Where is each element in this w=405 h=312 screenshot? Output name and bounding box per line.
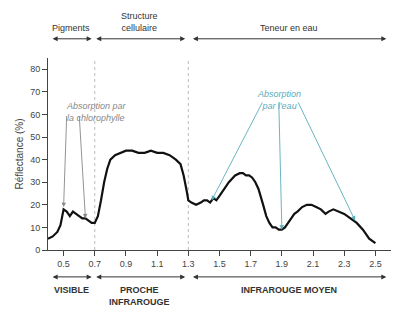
svg-text:1.7: 1.7 [244,259,257,269]
svg-text:30: 30 [30,177,40,187]
svg-text:80: 80 [30,64,40,74]
svg-text:40: 40 [30,155,40,165]
svg-text:1.5: 1.5 [213,259,226,269]
svg-text:10: 10 [30,223,40,233]
svg-text:1.1: 1.1 [151,259,164,269]
svg-text:1.3: 1.3 [182,259,195,269]
svg-text:Pigments: Pigments [52,23,90,33]
svg-text:INFRAROUGE MOYEN: INFRAROUGE MOYEN [241,285,337,295]
svg-text:Absorptionpar l'eau: Absorptionpar l'eau [257,89,301,111]
svg-text:Réflectance (%): Réflectance (%) [14,118,25,189]
svg-text:70: 70 [30,87,40,97]
svg-text:50: 50 [30,132,40,142]
svg-text:2.1: 2.1 [307,259,320,269]
svg-text:0.7: 0.7 [89,259,102,269]
svg-text:PROCHEINFRAROUGE: PROCHEINFRAROUGE [109,285,170,307]
svg-text:20: 20 [30,200,40,210]
svg-text:2.5: 2.5 [369,259,382,269]
svg-text:1.9: 1.9 [276,259,289,269]
svg-text:Teneur en eau: Teneur en eau [260,23,318,33]
svg-text:2.3: 2.3 [338,259,351,269]
svg-text:0.5: 0.5 [57,259,70,269]
svg-text:Absorption parla chlorophylle: Absorption parla chlorophylle [66,101,127,123]
svg-text:0.9: 0.9 [120,259,133,269]
svg-text:0: 0 [35,245,40,255]
svg-text:60: 60 [30,110,40,120]
svg-text:VISIBLE: VISIBLE [54,285,89,295]
svg-text:Structurecellulaire: Structurecellulaire [121,11,158,33]
